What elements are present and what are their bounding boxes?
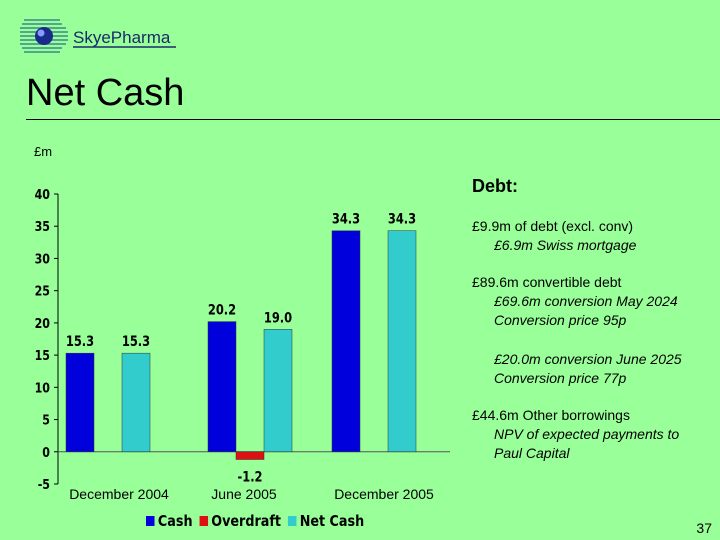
x-category-label: December 2005 [334, 486, 434, 500]
data-label: 15.3 [122, 334, 150, 350]
x-category-label: June 2005 [211, 486, 277, 500]
y-tick-label: 25 [35, 284, 50, 299]
data-label: 20.2 [208, 303, 236, 319]
debt-item-sub: £69.6m conversion May 2024 [494, 293, 678, 309]
debt-item-sub: £20.0m conversion June 2025 [494, 351, 682, 367]
title-divider [26, 119, 720, 120]
debt-item-sub: Paul Capital [494, 445, 570, 461]
legend-swatch [287, 516, 297, 526]
data-label: 34.3 [388, 212, 416, 228]
debt-item-line: £89.6m convertible debt [472, 274, 622, 290]
debt-item-sub: Conversion price 77p [494, 370, 627, 386]
data-label: 34.3 [332, 212, 360, 228]
legend-swatch [146, 516, 155, 526]
page-number: 37 [696, 520, 712, 536]
debt-item-sub: NPV of expected payments to [494, 426, 680, 442]
y-tick-label: 40 [35, 187, 50, 202]
skyepharma-logo: SkyePharma [20, 19, 176, 53]
y-tick-label: 35 [35, 219, 50, 234]
y-tick-label: 10 [35, 380, 50, 395]
bar-overdraft [235, 451, 265, 460]
debt-item-sub: Conversion price 95p [494, 312, 627, 328]
debt-panel: Debt: £9.9m of debt (excl. conv) £6.9m S… [472, 176, 716, 463]
data-label: -1.2 [237, 469, 262, 485]
y-tick-label: 30 [35, 252, 50, 267]
debt-item-sub: £6.9m Swiss mortgage [494, 237, 637, 253]
bar-net-cash [387, 230, 417, 453]
debt-item-line: £44.6m Other borrowings [472, 407, 630, 423]
debt-heading: Debt: [472, 176, 518, 196]
unit-label: £m [34, 144, 53, 159]
page-title: Net Cash [26, 72, 185, 114]
legend-item: Net Cash [287, 512, 365, 530]
y-tick-label: 5 [42, 413, 50, 428]
bar-cash [207, 321, 237, 453]
data-label: 15.3 [66, 334, 94, 350]
legend-item: Cash [146, 512, 193, 530]
legend-label: Cash [157, 512, 193, 530]
globe-icon [20, 19, 68, 53]
bar-net-cash [263, 329, 293, 453]
debt-item-line: £9.9m of debt (excl. conv) [472, 218, 634, 234]
data-label: 19.0 [264, 310, 292, 326]
legend-item: Overdraft [199, 512, 281, 530]
x-category-label: December 2004 [69, 486, 169, 500]
bar-cash [65, 352, 95, 453]
logo-text: SkyePharma [73, 28, 171, 47]
y-tick-label: 0 [42, 445, 50, 460]
legend-label: Net Cash [299, 512, 365, 530]
legend-label: Overdraft [211, 512, 281, 530]
chart-legend: Cash Overdraft Net Cash [146, 511, 371, 531]
bar-cash [331, 230, 361, 453]
y-tick-label: 20 [35, 316, 50, 331]
bar-chart: -5 0 5 10 15 20 25 30 35 40 15.3 20.2 34.3 -1.2 15.3 19… [35, 187, 450, 500]
bar-net-cash [121, 352, 151, 453]
y-tick-label: -5 [38, 477, 50, 492]
legend-swatch [199, 516, 208, 526]
y-tick-label: 15 [35, 348, 50, 363]
